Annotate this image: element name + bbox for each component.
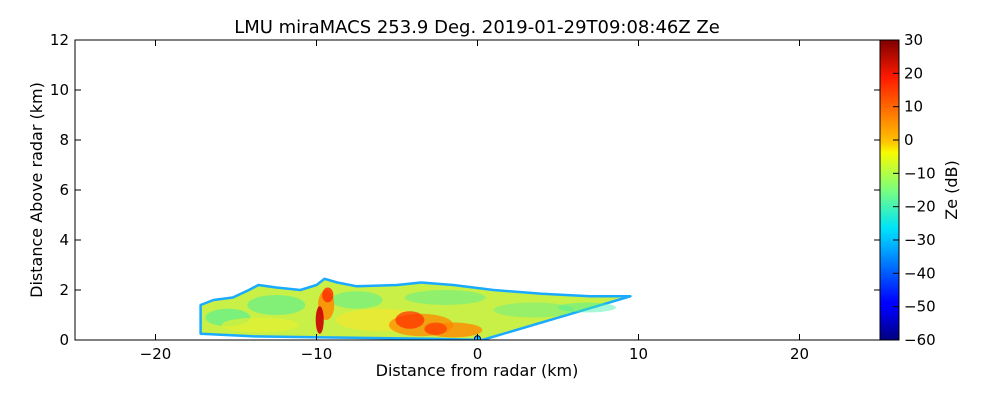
x-tick-label: −20	[140, 345, 172, 363]
echo-cell	[558, 302, 616, 313]
y-tick-label: 8	[59, 131, 69, 149]
y-tick-label: 4	[59, 231, 69, 249]
x-axis-label: Distance from radar (km)	[376, 361, 579, 380]
colorbar-tick-label: −40	[904, 264, 936, 282]
x-tick-label: 10	[629, 345, 648, 363]
colorbar-tick-label: 30	[904, 31, 923, 49]
colorbar-label: Ze (dB)	[942, 160, 961, 220]
echo-cell	[315, 306, 324, 334]
echo-cell	[405, 290, 486, 305]
y-axis-label: Distance Above radar (km)	[27, 82, 46, 298]
echo-cell	[221, 317, 299, 333]
echo-cell	[424, 322, 447, 335]
colorbar	[879, 39, 900, 341]
colorbar-tick-label: 10	[904, 98, 923, 116]
y-axis: 0 2 4 6 8 10 12	[50, 31, 880, 349]
colorbar-tick-label: −10	[904, 164, 936, 182]
y-tick-label: 10	[50, 81, 69, 99]
x-tick-label: −10	[301, 345, 333, 363]
echo-region	[199, 277, 632, 340]
colorbar-tick-label: −50	[904, 298, 936, 316]
colorbar-tick-label: 0	[904, 131, 914, 149]
echo-cell	[493, 302, 575, 318]
echo-cell	[330, 291, 383, 309]
colorbar-tick-label: −20	[904, 198, 936, 216]
x-axis: −20 −10 0 10 20	[140, 40, 809, 363]
colorbar-tick-label: −60	[904, 331, 936, 349]
echo-cell	[322, 287, 334, 303]
y-tick-label: 6	[59, 181, 69, 199]
y-tick-label: 2	[59, 281, 69, 299]
y-tick-label: 12	[50, 31, 69, 49]
chart-title: LMU miraMACS 253.9 Deg. 2019-01-29T09:08…	[234, 17, 720, 38]
colorbar-ticks: 30 20 10 0 −10 −20 −30 −40 −50 −60	[893, 31, 936, 349]
echo-layer	[199, 277, 632, 340]
x-tick-label: 20	[790, 345, 809, 363]
echo-cell	[395, 311, 425, 329]
colorbar-tick-label: −30	[904, 231, 936, 249]
colorbar-tick-label: 20	[904, 64, 923, 82]
echo-cell	[247, 295, 306, 315]
y-tick-label: 0	[59, 331, 69, 349]
x-tick-label: 0	[473, 345, 483, 363]
